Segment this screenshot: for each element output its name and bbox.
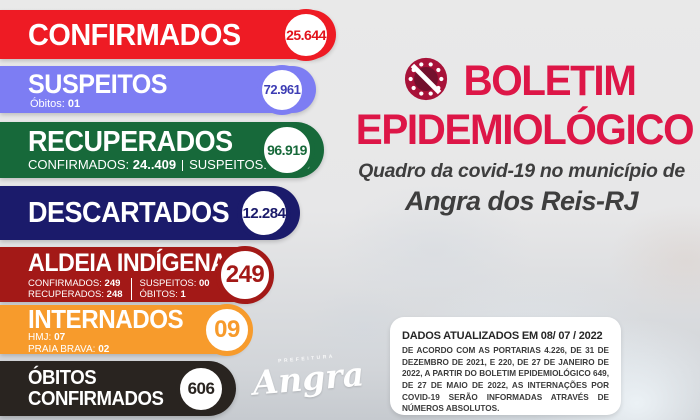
stat-value: 12.284 (242, 204, 286, 222)
stat-detail: PRAIA BRAVA: 02 (28, 344, 250, 356)
detail-label: CONFIRMADOS: (28, 277, 102, 289)
stat-label-line2: CONFIRMADOS (28, 387, 164, 410)
detail-label: HMJ: (28, 331, 52, 343)
detail-label: ÓBITOS: (139, 289, 178, 300)
stat-detail: SUSPEITOS: 00 (140, 278, 210, 289)
stat-value: 25.644 (286, 26, 326, 43)
bulletin-header: BOLETIM EPIDEMIOLÓGICO (345, 56, 698, 152)
stat-value-badge: 25.644 (280, 8, 332, 61)
detail-column: CONFIRMADOS: 249 RECUPERADOS: 248 (28, 277, 132, 301)
stat-bar-confirmados: CONFIRMADOS 25.644 (0, 8, 336, 61)
stat-label: RECUPERADOS (28, 126, 233, 159)
stat-detail-columns: CONFIRMADOS: 249 RECUPERADOS: 248 SUSPEI… (28, 277, 272, 301)
stat-label: CONFIRMADOS (28, 17, 241, 52)
stat-value: 09 (214, 315, 240, 343)
bulletin-title-line2: EPIDEMIOLÓGICO (355, 106, 695, 154)
stat-detail: HMJ: 07 (28, 332, 250, 344)
angra-city-logo: PREFEITURA Angra (251, 351, 366, 403)
stat-detail: CONFIRMADOS: 249 (28, 278, 123, 289)
detail-value: 248 (106, 289, 123, 300)
stat-value: 606 (187, 378, 215, 398)
detail-value: 02 (98, 343, 110, 355)
stat-bar-content: INTERNADOS HMJ: 07 PRAIA BRAVA: 02 (0, 303, 250, 356)
stat-bar-obitos-confirmados: ÓBITOS CONFIRMADOS 606 (0, 361, 236, 416)
data-update-note: DADOS ATUALIZADOS EM 08/ 07 / 2022 DE AC… (390, 317, 621, 415)
stat-bar-content: RECUPERADOS CONFIRMADOS: 24..409 SUSPEITO… (0, 122, 324, 178)
virus-prohibited-icon (403, 56, 449, 107)
detail-label: Óbitos: (30, 97, 65, 110)
stat-label: ALDEIA INDÍGENA (28, 248, 227, 277)
update-date-title: DADOS ATUALIZADOS EM 08/ 07 / 2022 (402, 330, 603, 342)
detail-label: CONFIRMADOS: (28, 157, 130, 173)
stat-value-badge: 606 (175, 362, 227, 415)
stat-value: 249 (225, 260, 265, 288)
stat-value: 72.961 (263, 82, 301, 97)
bulletin-title-line1: BOLETIM (462, 57, 636, 105)
detail-label: SUSPEITOS: (139, 277, 197, 289)
stat-value: 96.919 (267, 142, 307, 158)
stat-label: INTERNADOS (28, 303, 184, 334)
stat-bar-recuperados: RECUPERADOS CONFIRMADOS: 24..409 SUSPEITO… (0, 122, 324, 178)
stat-bar-content: ALDEIA INDÍGENA CONFIRMADOS: 249 RECUPER… (0, 247, 272, 302)
stat-bar-content: DESCARTADOS (0, 186, 300, 240)
subtitle-line1: Quadro da covid-19 no município de (358, 160, 685, 182)
stat-label: SUSPEITOS (28, 68, 168, 99)
detail-column: SUSPEITOS: 00 ÓBITOS: 1 (132, 278, 210, 301)
stat-bar-content: ÓBITOS CONFIRMADOS (0, 361, 236, 416)
stat-detail: RECUPERADOS: 248 (28, 289, 123, 300)
stat-bar-suspeitos: SUSPEITOS Óbitos: 01 72.961 (0, 64, 316, 115)
detail-value: 1 (180, 289, 186, 300)
detail-value: 07 (54, 331, 66, 343)
stat-bar-content: SUSPEITOS Óbitos: 01 (0, 66, 316, 113)
stat-label: DESCARTADOS (28, 196, 230, 229)
stat-value-badge: 96.919 (259, 122, 315, 178)
detail-value: 00 (199, 277, 210, 289)
detail-value: 01 (67, 97, 81, 110)
detail-value: 24..409 (132, 157, 177, 173)
detail-value: 249 (104, 277, 121, 289)
stat-bar-descartados: DESCARTADOS 12.284 (0, 186, 300, 240)
update-note-body: DE ACORDO COM AS PORTARIAS 4.226, DE 31 … (402, 346, 609, 414)
bulletin-subtitle: Quadro da covid-19 no município de Angra… (345, 160, 698, 217)
stat-value-badge: 12.284 (237, 186, 291, 240)
stat-bar-content: CONFIRMADOS (0, 10, 336, 59)
detail-label: PRAIA BRAVA: (28, 343, 96, 355)
stat-value-badge: 09 (201, 303, 253, 356)
stat-bar-internados: INTERNADOS HMJ: 07 PRAIA BRAVA: 02 09 (0, 303, 253, 356)
stat-detail: Óbitos: 01 (28, 98, 316, 112)
stat-detail: ÓBITOS: 1 (140, 289, 210, 300)
stat-label-line1: ÓBITOS (28, 366, 97, 389)
stat-value-badge: 249 (216, 245, 274, 304)
subtitle-line2: Angra dos Reis-RJ (404, 186, 639, 216)
title-line-1: BOLETIM (345, 56, 698, 107)
detail-label: SUSPEITOS: (189, 157, 267, 173)
stat-value-badge: 72.961 (257, 64, 307, 115)
divider (182, 160, 184, 172)
title-line-2: EPIDEMIOLÓGICO (345, 109, 698, 152)
stat-bar-aldeia-indigena: ALDEIA INDÍGENA CONFIRMADOS: 249 RECUPER… (0, 245, 274, 304)
detail-label: RECUPERADOS: (28, 289, 105, 300)
